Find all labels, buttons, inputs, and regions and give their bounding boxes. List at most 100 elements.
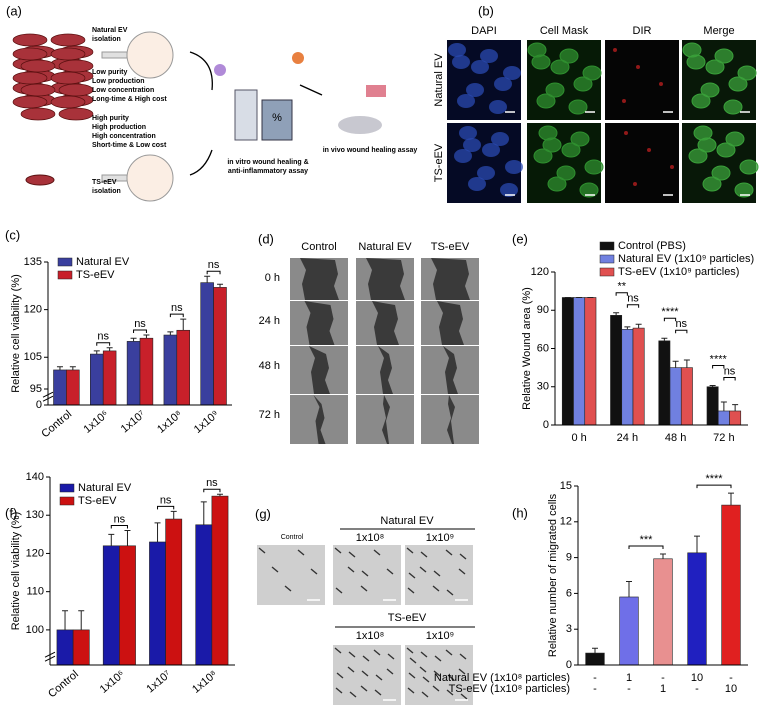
- decor-shape: [480, 49, 498, 63]
- significance: ns: [675, 318, 687, 330]
- bar: [211, 495, 229, 666]
- decor-shape: [348, 551, 356, 558]
- panel-label: (b): [478, 3, 494, 18]
- label: 1x10⁸: [356, 630, 385, 642]
- decor-shape: [447, 395, 455, 444]
- label: Short-time & Low cost: [92, 142, 167, 149]
- decor-shape: [387, 653, 395, 660]
- panel-label: (h): [512, 505, 528, 520]
- x-tick-label: 0 h: [571, 432, 586, 444]
- decor-shape: [50, 33, 86, 47]
- decor-shape: [360, 685, 368, 692]
- error-bar: [130, 337, 137, 342]
- legend-swatch: [59, 483, 75, 493]
- decor-shape: [723, 99, 743, 115]
- decor-shape: [459, 653, 467, 660]
- error-bar: [124, 530, 131, 546]
- decor-shape: [628, 545, 664, 550]
- y-tick-label: 0: [566, 659, 572, 671]
- decor-shape: [189, 149, 213, 176]
- y-axis-label: Relative number of migrated cells: [547, 493, 559, 657]
- decor-shape: [101, 174, 128, 182]
- decor-shape: [448, 43, 466, 57]
- decor-shape: [58, 83, 94, 97]
- bar: [139, 337, 154, 406]
- legend-label: Natural EV (1x10⁹ particles): [618, 253, 754, 265]
- label: Natural EV: [380, 515, 434, 527]
- bar: [721, 504, 741, 666]
- y-tick-label: 120: [24, 304, 42, 316]
- y-axis-label: Relative Wound area (%): [521, 287, 533, 410]
- decor-shape: [659, 82, 663, 86]
- panel-label: (a): [6, 3, 22, 18]
- y-tick-label: 135: [24, 256, 42, 268]
- decor-shape: [300, 258, 339, 300]
- decor-shape: [432, 585, 440, 592]
- bar: [561, 297, 574, 426]
- decor-shape: [686, 54, 706, 70]
- decor-shape: [12, 71, 48, 85]
- bar: [195, 524, 213, 666]
- error-bar: [167, 331, 174, 336]
- significance: ns: [724, 365, 736, 377]
- table-cell: 10: [725, 683, 737, 695]
- decor-shape: [420, 551, 428, 558]
- significance: ****: [710, 353, 728, 365]
- table-cell: -: [729, 672, 733, 684]
- panel-label: (g): [255, 506, 271, 521]
- row-label: TS-eEV (1x10⁸ particles): [449, 683, 570, 695]
- x-tick-label: 48 h: [665, 432, 686, 444]
- decor-shape: [422, 676, 430, 683]
- error-bar: [661, 337, 668, 341]
- x-tick-label: 1x10⁸: [190, 668, 220, 696]
- bar: [687, 552, 707, 666]
- decor-shape: [434, 655, 442, 662]
- y-tick-label: 90: [537, 304, 549, 316]
- decor-shape: [503, 66, 521, 80]
- decor-shape: [433, 670, 441, 677]
- label: in vivo wound healing assay: [323, 147, 418, 154]
- decor-shape: [459, 553, 467, 560]
- x-tick-label: 1x10⁸: [155, 408, 185, 436]
- decor-shape: [96, 342, 111, 346]
- legend-label: Natural EV: [76, 256, 130, 268]
- decor-shape: [304, 301, 335, 345]
- y-tick-label: 120: [531, 266, 549, 278]
- decor-shape: [50, 95, 86, 109]
- error-bar: [624, 326, 631, 330]
- decor-shape: [313, 395, 326, 444]
- error-bar: [56, 366, 63, 370]
- panel-label: (f): [5, 505, 17, 520]
- decor-shape: [466, 83, 484, 97]
- decor-shape: [533, 148, 553, 164]
- label: High concentration: [92, 133, 156, 140]
- row-label: TS-eEV: [433, 143, 445, 182]
- bar: [717, 410, 730, 426]
- bar: [176, 329, 190, 406]
- decor-shape: [334, 547, 342, 554]
- significance: ****: [661, 306, 679, 318]
- decor-shape: [101, 51, 128, 59]
- label: 1x10⁹: [426, 532, 455, 544]
- decor-shape: [406, 647, 414, 654]
- decor-shape: [373, 549, 381, 556]
- decor-shape: [409, 657, 417, 664]
- bar: [584, 297, 597, 426]
- label: High production: [92, 124, 146, 131]
- decor-shape: [702, 176, 722, 192]
- decor-shape: [570, 131, 590, 147]
- error-bar: [672, 360, 679, 368]
- decor-shape: [737, 65, 757, 81]
- error-bar: [93, 350, 100, 355]
- error-bar: [200, 501, 207, 525]
- y-tick-label: 100: [26, 624, 44, 636]
- error-bar: [732, 404, 739, 411]
- decor-shape: [419, 666, 427, 673]
- decor-shape: [292, 52, 304, 64]
- label: %: [272, 112, 282, 124]
- decor-shape: [407, 687, 415, 694]
- decor-shape: [700, 82, 720, 98]
- decor-shape: [559, 48, 579, 64]
- bar: [102, 350, 117, 406]
